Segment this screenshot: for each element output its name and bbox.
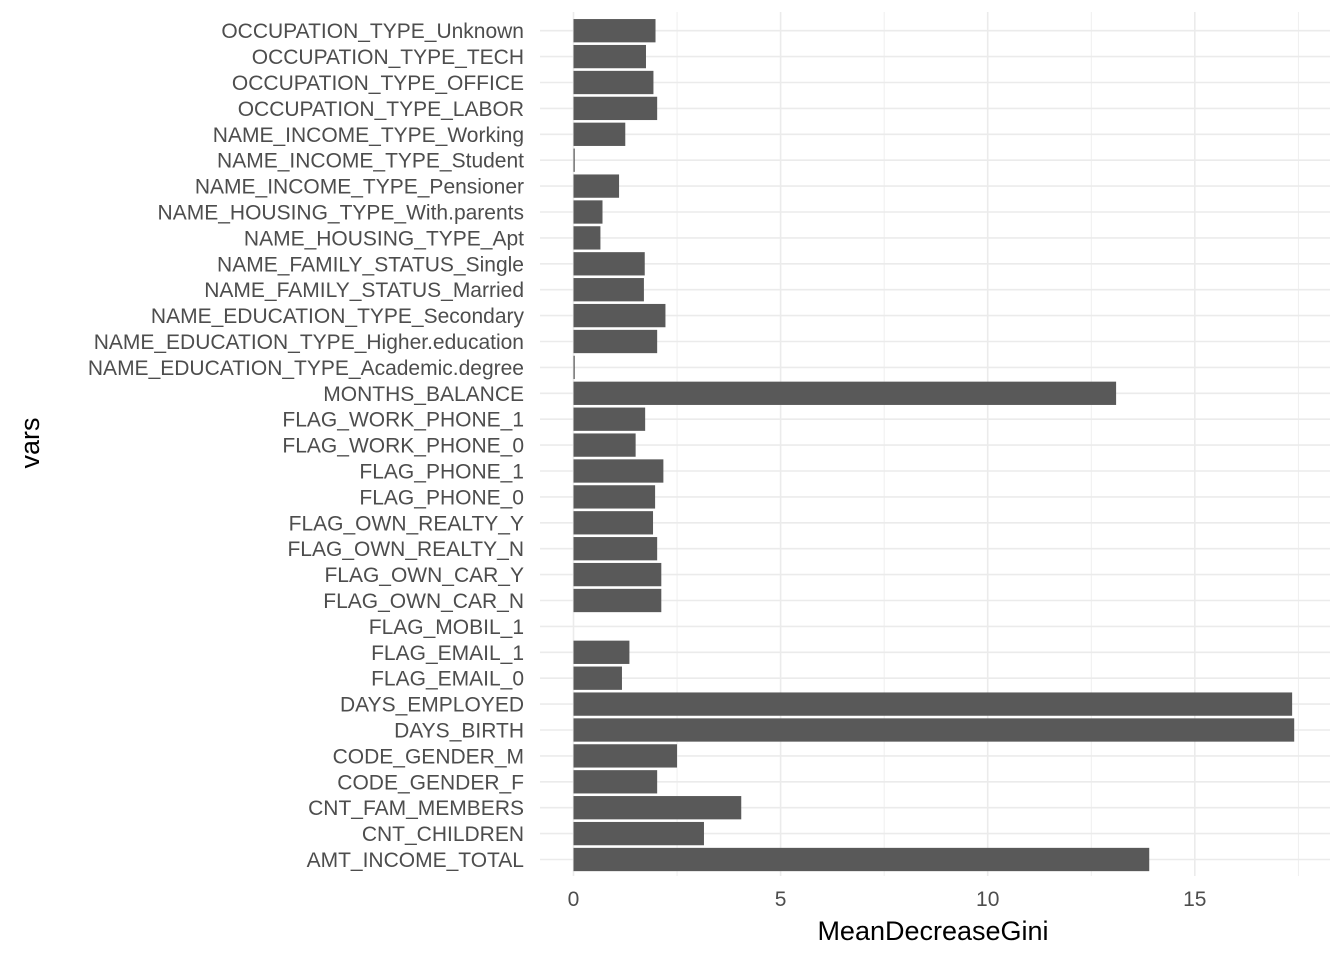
x-axis-title: MeanDecreaseGini — [817, 916, 1048, 946]
category-label-days-employed: DAYS_EMPLOYED — [340, 694, 524, 717]
x-tick-label-5: 5 — [775, 888, 787, 911]
category-label-flag-own-car-n: FLAG_OWN_CAR_N — [323, 590, 524, 613]
category-label-flag-phone-0: FLAG_PHONE_0 — [359, 486, 524, 509]
x-tick-label-15: 15 — [1183, 888, 1206, 911]
bar-cnt-fam-members — [573, 796, 742, 820]
category-label-flag-email-0: FLAG_EMAIL_0 — [371, 668, 524, 691]
category-label-name-education-type-academic-degree: NAME_EDUCATION_TYPE_Academic.degree — [88, 357, 524, 380]
bar-name-income-type-student — [573, 148, 575, 172]
category-label-name-income-type-pensioner: NAME_INCOME_TYPE_Pensioner — [195, 176, 524, 199]
bar-flag-own-car-y — [573, 562, 662, 587]
bar-code-gender-f — [573, 770, 658, 794]
bar-name-education-type-secondary — [573, 303, 666, 328]
category-label-flag-own-car-y: FLAG_OWN_CAR_Y — [324, 564, 524, 587]
bar-name-family-status-married — [573, 278, 644, 302]
y-axis-title: vars — [15, 417, 45, 468]
category-label-occupation-type-office: OCCUPATION_TYPE_OFFICE — [232, 72, 524, 95]
bar-flag-email-1 — [573, 640, 630, 664]
category-label-name-housing-type-apt: NAME_HOUSING_TYPE_Apt — [244, 227, 524, 250]
bar-flag-phone-1 — [573, 459, 664, 483]
bar-occupation-type-tech — [573, 44, 646, 69]
bar-flag-own-realty-y — [573, 511, 654, 535]
category-label-occupation-type-labor: OCCUPATION_TYPE_LABOR — [238, 98, 524, 121]
bar-flag-work-phone-1 — [573, 407, 646, 431]
bar-days-employed — [573, 692, 1293, 716]
bar-months-balance — [573, 381, 1117, 405]
bar-amt-income-total — [573, 847, 1150, 872]
bars — [573, 19, 1295, 872]
bar-flag-email-0 — [573, 666, 622, 690]
category-label-flag-email-1: FLAG_EMAIL_1 — [371, 642, 524, 665]
bar-occupation-type-unknown — [573, 19, 656, 43]
category-label-flag-work-phone-1: FLAG_WORK_PHONE_1 — [282, 409, 524, 432]
bar-name-housing-type-with-parents — [573, 200, 603, 224]
bar-flag-own-realty-n — [573, 537, 658, 561]
category-label-occupation-type-unknown: OCCUPATION_TYPE_Unknown — [221, 20, 524, 43]
category-label-flag-own-realty-y: FLAG_OWN_REALTY_Y — [289, 512, 524, 535]
category-label-flag-mobil-1: FLAG_MOBIL_1 — [369, 616, 524, 639]
bar-flag-own-car-n — [573, 588, 662, 613]
category-label-flag-work-phone-0: FLAG_WORK_PHONE_0 — [282, 435, 524, 458]
bar-name-family-status-single — [573, 252, 645, 276]
bar-name-housing-type-apt — [573, 226, 601, 250]
bar-name-income-type-pensioner — [573, 174, 620, 198]
category-label-code-gender-m: CODE_GENDER_M — [333, 745, 524, 768]
bar-occupation-type-labor — [573, 96, 658, 121]
category-label-months-balance: MONTHS_BALANCE — [323, 383, 524, 406]
category-label-name-income-type-student: NAME_INCOME_TYPE_Student — [217, 150, 524, 173]
category-label-code-gender-f: CODE_GENDER_F — [337, 771, 524, 794]
bar-name-education-type-academic-degree — [573, 355, 575, 380]
bar-name-education-type-higher-education — [573, 329, 658, 354]
x-tick-label-0: 0 — [568, 888, 580, 911]
category-tick-labels: AMT_INCOME_TOTAL CNT_CHILDREN CNT_FAM_MEMB… — [88, 20, 525, 872]
bar-flag-phone-0 — [573, 485, 656, 509]
category-label-flag-own-realty-n: FLAG_OWN_REALTY_N — [287, 538, 524, 561]
category-label-cnt-fam-members: CNT_FAM_MEMBERS — [308, 797, 524, 820]
category-label-name-income-type-working: NAME_INCOME_TYPE_Working — [213, 124, 524, 147]
category-label-amt-income-total: AMT_INCOME_TOTAL — [307, 849, 524, 872]
category-label-occupation-type-tech: OCCUPATION_TYPE_TECH — [252, 46, 524, 69]
value-tick-labels: 0 5 10 15 — [568, 888, 1207, 911]
category-label-name-housing-type-with-parents: NAME_HOUSING_TYPE_With.parents — [158, 202, 524, 225]
bar-code-gender-m — [573, 744, 678, 768]
category-label-name-education-type-secondary: NAME_EDUCATION_TYPE_Secondary — [151, 305, 525, 328]
bar-occupation-type-office — [573, 70, 654, 95]
category-label-name-family-status-single: NAME_FAMILY_STATUS_Single — [217, 253, 524, 276]
category-label-flag-phone-1: FLAG_PHONE_1 — [359, 461, 524, 484]
category-label-days-birth: DAYS_BIRTH — [394, 720, 524, 743]
bar-flag-work-phone-0 — [573, 433, 636, 457]
bar-days-birth — [573, 718, 1295, 742]
bar-cnt-children — [573, 821, 704, 846]
category-label-cnt-children: CNT_CHILDREN — [362, 823, 524, 846]
x-tick-label-10: 10 — [976, 888, 999, 911]
bar-name-income-type-working — [573, 122, 626, 146]
category-label-name-family-status-married: NAME_FAMILY_STATUS_Married — [204, 279, 524, 302]
category-label-name-education-type-higher-education: NAME_EDUCATION_TYPE_Higher.education — [94, 331, 524, 354]
